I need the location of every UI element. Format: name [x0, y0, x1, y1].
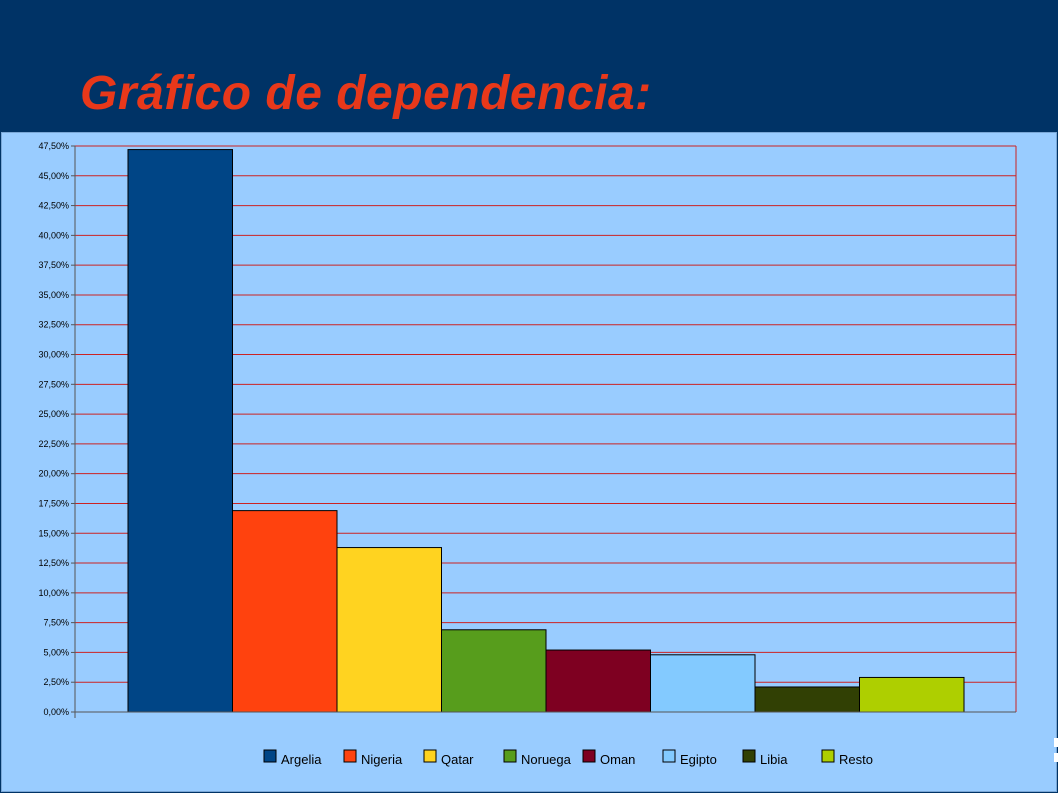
edge-mark [1054, 753, 1058, 762]
bar-noruega [441, 629, 547, 713]
legend-swatch-qatar [423, 749, 437, 763]
legend-label-qatar: Qatar [441, 752, 474, 767]
bar-resto [859, 676, 965, 713]
y-tick-label: 0,00% [43, 707, 69, 717]
y-tick-label: 25,00% [38, 409, 69, 419]
y-tick-label: 17,50% [38, 498, 69, 508]
y-tick-label: 20,00% [38, 469, 69, 479]
bar-egipto [650, 654, 756, 713]
legend-swatch-oman [582, 749, 596, 763]
legend-label-noruega: Noruega [521, 752, 572, 767]
slide-edge-marks [1054, 738, 1058, 778]
legend-swatch-argelia [263, 749, 277, 763]
legend-swatch-libia [742, 749, 756, 763]
bar-nigeria [232, 510, 338, 713]
legend-label-egipto: Egipto [680, 752, 717, 767]
legend-label-nigeria: Nigeria [361, 752, 403, 767]
y-tick-label: 45,00% [38, 171, 69, 181]
chart-area: 0,00% 2,50% 5,00% 7,50% 10,00% 12,50% 15,00% 17… [1, 132, 1057, 792]
y-tick-label: 5,00% [43, 647, 69, 657]
y-tick-label: 37,50% [38, 260, 69, 270]
y-tick-label: 12,50% [38, 558, 69, 568]
y-tick-label: 35,00% [38, 290, 69, 300]
bar-oman [545, 649, 651, 713]
legend-swatch-noruega [503, 749, 517, 763]
legend-label-argelia: Argelia [281, 752, 322, 767]
y-tick-label: 27,50% [38, 379, 69, 389]
y-tick-label: 2,50% [43, 677, 69, 687]
bar-argelia [127, 149, 233, 713]
legend-label-oman: Oman [600, 752, 635, 767]
legend-swatch-egipto [662, 749, 676, 763]
legend-swatch-resto [821, 749, 835, 763]
y-tick-label: 47,50% [38, 141, 69, 151]
bar-chart: 0,00% 2,50% 5,00% 7,50% 10,00% 12,50% 15,00% 17… [38, 141, 1017, 767]
y-tick-label: 15,00% [38, 528, 69, 538]
y-tick-label: 30,00% [38, 350, 69, 360]
legend-label-libia: Libia [760, 752, 788, 767]
y-tick-label: 40,00% [38, 230, 69, 240]
y-tick-label: 42,50% [38, 201, 69, 211]
bar-libia [754, 686, 860, 713]
y-tick-label: 32,50% [38, 320, 69, 330]
y-tick-label: 22,50% [38, 439, 69, 449]
y-tick-label: 10,00% [38, 588, 69, 598]
legend-label-resto: Resto [839, 752, 873, 767]
legend-swatch-nigeria [343, 749, 357, 763]
bar-qatar [336, 547, 442, 713]
y-tick-label: 7,50% [43, 618, 69, 628]
slide-title: Gráfico de dependencia: [80, 67, 652, 120]
edge-mark [1054, 738, 1058, 747]
slide-header: Gráfico de dependencia: [0, 0, 1058, 132]
